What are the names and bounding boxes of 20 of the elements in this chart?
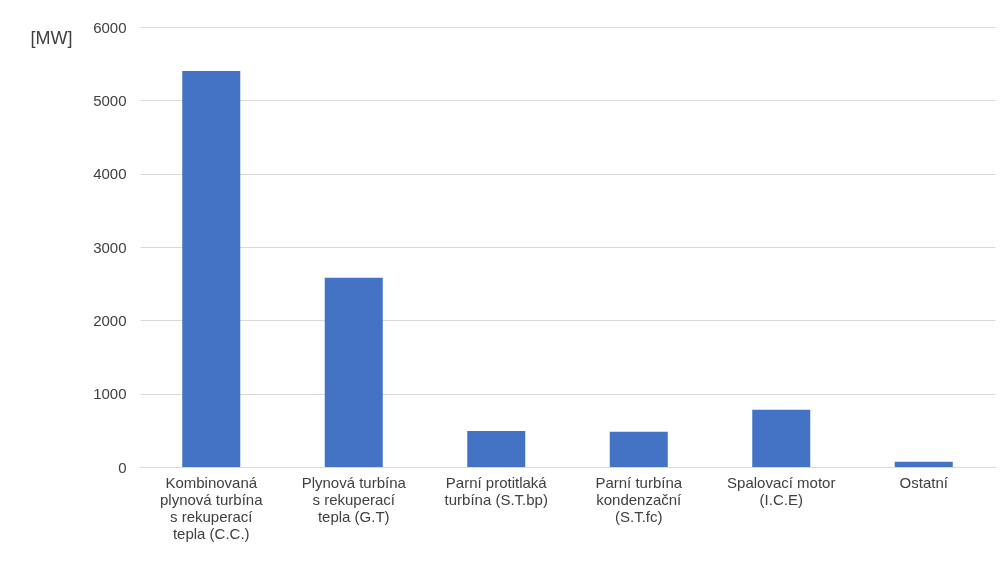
y-tick-label: 6000 bbox=[93, 18, 127, 36]
x-tick-label: Kombinovaná plynová turbína s rekuperací tepla (C.C.) bbox=[159, 473, 264, 542]
y-axis-title: [MW] bbox=[30, 27, 73, 48]
bar bbox=[894, 461, 953, 467]
y-tick-label: 1000 bbox=[93, 385, 127, 403]
x-tick-label: Plynová turbína s rekuperací tepla (G.T) bbox=[301, 473, 407, 525]
bar bbox=[752, 409, 811, 467]
y-tick-label: 0 bbox=[118, 458, 127, 476]
y-tick-label: 5000 bbox=[93, 91, 127, 109]
x-tick-label: Parní turbína kondenzační (S.T.fc) bbox=[595, 473, 683, 525]
x-tick-label: Spalovací motor (I.C.E) bbox=[727, 473, 836, 508]
y-tick-label: 2000 bbox=[93, 311, 127, 329]
bar bbox=[467, 431, 526, 467]
y-tick-label: 3000 bbox=[93, 238, 127, 256]
bar bbox=[182, 71, 241, 467]
y-tick-label: 4000 bbox=[93, 165, 127, 183]
bar bbox=[324, 277, 383, 467]
bar bbox=[609, 431, 668, 467]
x-tick-label: Parní protitlaká turbína (S.T.bp) bbox=[444, 473, 548, 508]
x-tick-label: Ostatní bbox=[899, 473, 949, 491]
